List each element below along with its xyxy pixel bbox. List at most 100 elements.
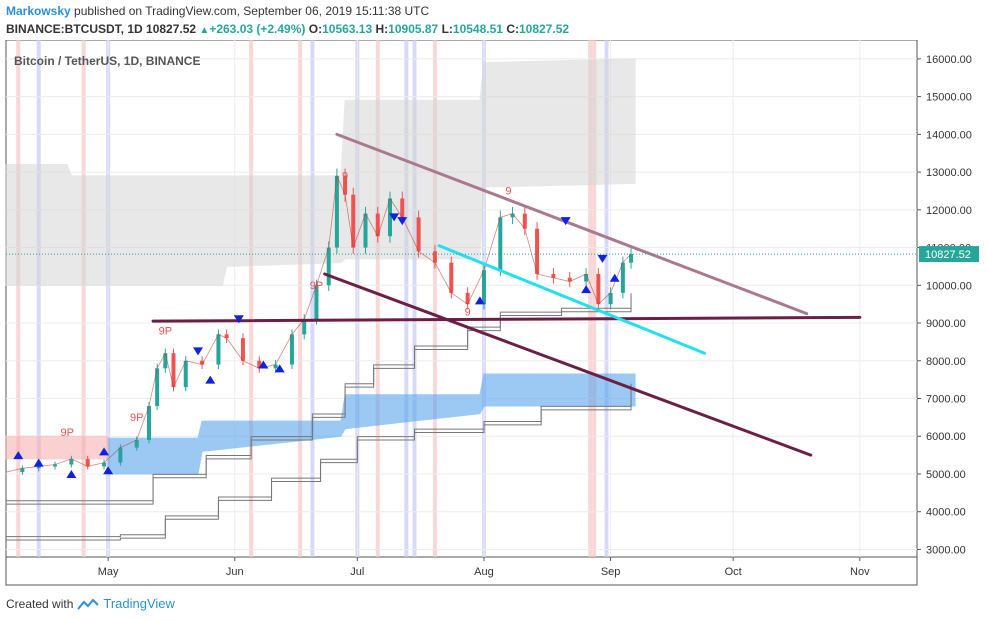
- count-label: 9P: [159, 325, 172, 337]
- candle-body: [620, 262, 625, 293]
- candle-body: [375, 213, 380, 237]
- candle-body: [567, 277, 572, 282]
- author-name[interactable]: Markowsky: [6, 4, 71, 18]
- count-label: 9: [465, 306, 471, 318]
- red-highlight-band: [588, 40, 593, 557]
- sell-signal-marker: [193, 347, 204, 356]
- candle-body: [314, 285, 319, 320]
- trendlines[interactable]: [151, 132, 862, 457]
- candle-body: [224, 334, 229, 339]
- count-label: 9P: [61, 427, 74, 439]
- candle-body: [351, 194, 356, 248]
- buy-signal-marker: [274, 364, 285, 373]
- high-value: 10905.87: [388, 22, 439, 36]
- tradingview-brand[interactable]: TradingView: [103, 596, 175, 611]
- tradingview-logo-icon: [77, 598, 100, 610]
- buy-signal-marker: [103, 466, 114, 475]
- x-tick-label: Aug: [474, 566, 494, 578]
- y-tick-label: 14000.00: [926, 129, 972, 141]
- footer: Created with TradingView: [6, 596, 175, 611]
- y-tick-label: 8000.00: [926, 356, 966, 368]
- candle-body: [343, 175, 348, 195]
- candle-body: [69, 458, 74, 465]
- red-highlight-band: [432, 40, 437, 557]
- blue-highlight-band: [412, 40, 417, 557]
- last-price-tag-label: 10827.52: [925, 249, 971, 261]
- buy-signal-marker: [474, 296, 485, 305]
- candle-body: [629, 254, 634, 263]
- candle-body: [155, 368, 160, 407]
- candle-body: [146, 406, 151, 441]
- change-value: +263.03 (+2.49%): [209, 22, 306, 36]
- y-tick-label: 5000.00: [926, 469, 966, 481]
- support-line[interactable]: [151, 315, 862, 323]
- step-band-line: [6, 296, 632, 505]
- candle-body: [551, 273, 556, 278]
- buy-signal-marker: [205, 375, 216, 384]
- symbol-label: BINANCE:BTCUSDT, 1D: [6, 22, 143, 36]
- last-price-tag: [919, 246, 979, 263]
- candle-body: [134, 440, 139, 448]
- candle-body: [449, 262, 454, 293]
- candle-body: [85, 458, 90, 467]
- sell-signal-marker: [389, 213, 400, 222]
- y-tick-label: 6000.00: [926, 431, 966, 443]
- candle-body: [481, 270, 486, 305]
- candle-body: [118, 447, 123, 463]
- candle-body: [302, 319, 307, 335]
- blue-cloud: [107, 373, 636, 475]
- candle-body: [36, 466, 41, 469]
- candle-body: [240, 338, 245, 361]
- count-label: 9: [342, 171, 348, 183]
- low-value: 10548.51: [452, 22, 503, 36]
- buy-signal-marker: [33, 458, 44, 467]
- close-value: 10827.52: [518, 22, 570, 36]
- candle-body: [432, 251, 437, 263]
- created-with-text: Created with: [6, 596, 74, 611]
- y-tick-label: 10000.00: [926, 280, 972, 292]
- candle-body: [163, 353, 168, 369]
- channel-line[interactable]: [437, 244, 707, 355]
- x-tick-label: Nov: [850, 566, 870, 578]
- lower-trendline[interactable]: [323, 272, 813, 457]
- x-tick-label: Sep: [601, 566, 621, 578]
- candle-body: [535, 228, 540, 274]
- y-tick-label: 7000.00: [926, 394, 966, 406]
- x-tick-label: May: [98, 566, 119, 578]
- candle-body: [289, 334, 294, 365]
- step-bands: [6, 293, 632, 541]
- candle-body: [326, 247, 331, 286]
- price-chart[interactable]: 9P 9P 9P 9P 9 9 9 16000.00 15000.00 14000.00 1300…: [0, 40, 987, 586]
- candle-body: [608, 292, 613, 305]
- count-label: 9: [505, 186, 511, 198]
- candle-body: [200, 360, 205, 365]
- candles: [5, 168, 634, 475]
- blue-highlight-band: [310, 40, 315, 557]
- buy-signal-marker: [99, 447, 110, 456]
- red-cloud: [5, 435, 109, 460]
- buy-signal-marker: [13, 451, 24, 460]
- buy-signal-marker: [581, 285, 592, 294]
- candle-body: [363, 213, 368, 248]
- candle-body: [465, 292, 470, 305]
- buy-signal-marker: [258, 360, 269, 369]
- candle-body: [510, 213, 515, 218]
- sell-signal-marker: [397, 217, 408, 226]
- close-line: [5, 174, 632, 473]
- clouds: [5, 58, 636, 475]
- count-label: 9P: [130, 412, 143, 424]
- blue-highlight-band: [604, 40, 609, 557]
- buy-signal-marker: [66, 469, 77, 478]
- candle-body: [216, 334, 221, 365]
- y-tick-label: 15000.00: [926, 92, 972, 104]
- candle-body: [498, 217, 503, 271]
- upper-trendline[interactable]: [335, 132, 809, 316]
- open-label: O:: [308, 22, 323, 36]
- blue-highlight-band: [36, 40, 41, 557]
- step-band-line: [6, 293, 632, 502]
- red-highlight-band: [375, 40, 380, 557]
- candle-body: [584, 273, 589, 282]
- sell-signal-marker: [233, 315, 244, 324]
- red-highlight-band: [592, 40, 597, 557]
- y-tick-label: 3000.00: [926, 544, 966, 556]
